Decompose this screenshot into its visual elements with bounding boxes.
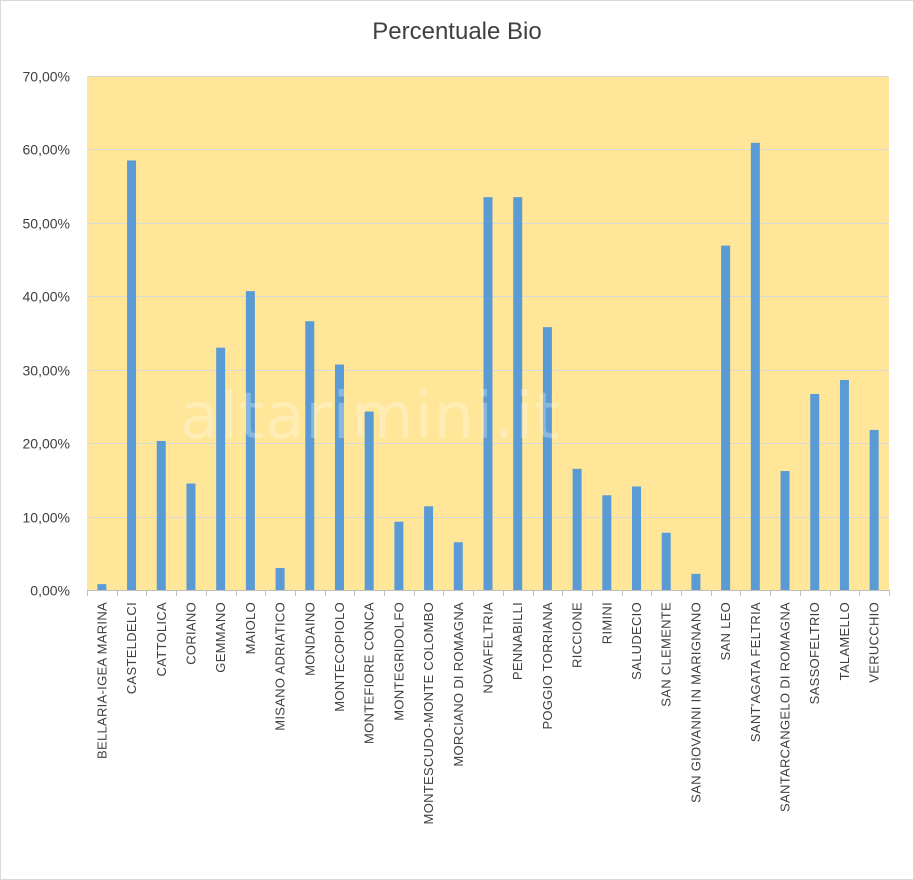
y-tick-label: 30,00%	[23, 363, 70, 379]
x-tick-label: SAN LEO	[718, 602, 733, 660]
x-tick-label: RICCIONE	[570, 602, 585, 668]
bar	[97, 584, 107, 590]
x-tick-label: CORIANO	[183, 602, 198, 665]
y-tick-label: 20,00%	[23, 436, 70, 452]
bar	[394, 521, 404, 590]
x-tick-label: MONTECOPIOLO	[332, 602, 347, 712]
bar	[216, 347, 226, 590]
y-axis-labels: 0,00% 10,00% 20,00% 30,00% 40,00% 50,00% 60,00…	[23, 69, 70, 599]
bar	[334, 364, 344, 590]
bar	[156, 440, 166, 590]
y-tick-label: 10,00%	[23, 510, 70, 526]
x-tick-label: BELLARIA-IGEA MARINA	[94, 602, 109, 759]
x-tick-label: MORCIANO DI ROMAGNA	[451, 602, 466, 767]
bar	[750, 142, 760, 590]
chart-title: Percentuale Bio	[372, 18, 542, 45]
x-tick-label: MONTEFIORE CONCA	[362, 602, 377, 744]
bar	[721, 245, 731, 590]
y-tick-label: 40,00%	[23, 289, 70, 305]
x-tick-label: MONDAINO	[302, 602, 317, 676]
x-tick-label: SASSOFELTRIO	[807, 602, 822, 704]
bar	[542, 327, 552, 590]
x-tick-label: SANTARCANGELO DI ROMAGNA	[778, 602, 793, 812]
x-tick-label: SAN CLEMENTE	[659, 602, 674, 707]
bar	[364, 411, 374, 590]
x-tick-label: RIMINI	[599, 602, 614, 644]
bar	[602, 495, 612, 590]
x-tick-label: SALUDECIO	[629, 602, 644, 680]
x-tick-label: POGGIO TORRIANA	[540, 602, 555, 730]
y-tick-label: 50,00%	[23, 216, 70, 232]
bar	[453, 542, 463, 590]
bar	[483, 197, 493, 590]
bar	[691, 573, 701, 590]
x-tick-label: GEMMANO	[213, 602, 228, 673]
x-tick-label: MONTEGRIDOLFO	[391, 602, 406, 721]
bar	[127, 160, 137, 590]
x-axis-labels: BELLARIA-IGEA MARINA CASTELDELCI CATTOLICA…	[94, 602, 881, 824]
bar	[305, 321, 315, 590]
bars	[97, 142, 879, 590]
x-tick-label: MONTESCUDO-MONTE COLOMBO	[421, 602, 436, 824]
bar	[632, 486, 642, 590]
x-tick-label: PENNABILLI	[510, 602, 525, 680]
bar	[810, 393, 820, 590]
x-tick-label: MAIOLO	[243, 602, 258, 654]
x-tick-label: TALAMELLO	[837, 602, 852, 680]
x-tick-label: SANT'AGATA FELTRIA	[748, 602, 763, 742]
bar	[780, 471, 790, 590]
x-axis-ticks	[87, 590, 890, 596]
watermark: altarimini.it	[180, 380, 561, 454]
bar	[424, 506, 434, 590]
x-tick-label: NOVAFELTRIA	[481, 602, 496, 694]
bar	[572, 468, 582, 590]
bar	[661, 532, 671, 590]
x-tick-label: CASTELDELCI	[124, 602, 139, 694]
x-tick-label: SAN GIOVANNI IN MARIGNANO	[688, 602, 703, 803]
bar	[839, 379, 849, 590]
bar	[275, 567, 285, 590]
y-tick-label: 60,00%	[23, 142, 70, 158]
x-tick-label: VERUCCHIO	[867, 602, 882, 683]
x-tick-label: CATTOLICA	[154, 602, 169, 676]
y-tick-label: 0,00%	[30, 583, 70, 599]
bar	[186, 483, 196, 590]
x-tick-label: MISANO ADRIATICO	[273, 602, 288, 731]
bar	[513, 197, 523, 590]
y-tick-label: 70,00%	[23, 69, 70, 85]
bar	[245, 291, 255, 590]
bar	[869, 429, 879, 590]
